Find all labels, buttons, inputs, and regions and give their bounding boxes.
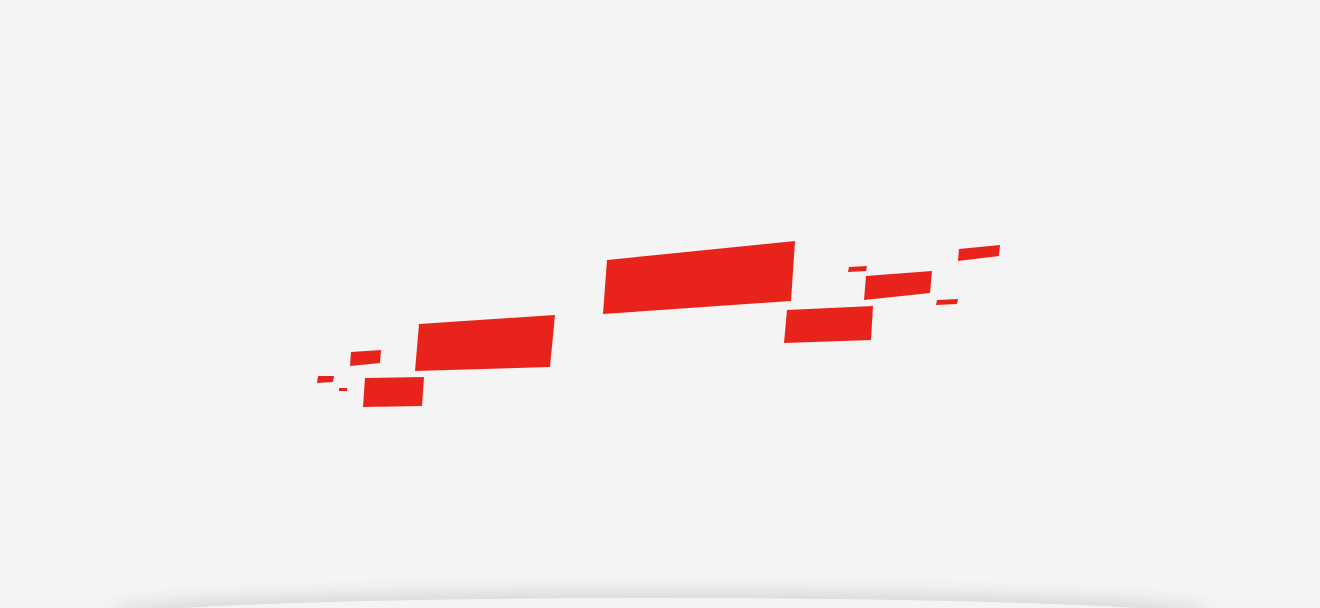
red-block-small-left-lower	[363, 377, 424, 407]
red-block-large-left	[415, 315, 555, 371]
red-block-tiny-left-dot	[339, 388, 347, 391]
red-block-small-right	[864, 271, 932, 300]
red-block-small-left-upper	[350, 350, 381, 366]
red-block-large-center	[603, 241, 795, 314]
red-block-small-far-right	[958, 245, 1000, 261]
red-block-medium-right	[784, 306, 873, 343]
red-block-tiny-left	[317, 376, 334, 383]
red-block-tiny-right-bottom	[936, 299, 958, 305]
bottom-panel-shadow	[110, 598, 1210, 608]
red-block-tiny-right-top	[848, 266, 867, 272]
